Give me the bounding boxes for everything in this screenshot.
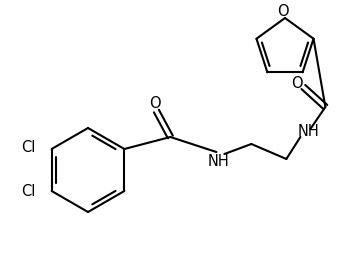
Text: NH: NH <box>297 124 319 139</box>
Text: O: O <box>277 3 289 19</box>
Text: Cl: Cl <box>21 140 36 156</box>
Text: Cl: Cl <box>21 184 36 199</box>
Text: O: O <box>291 75 303 90</box>
Text: NH: NH <box>208 154 229 168</box>
Text: O: O <box>149 96 161 112</box>
